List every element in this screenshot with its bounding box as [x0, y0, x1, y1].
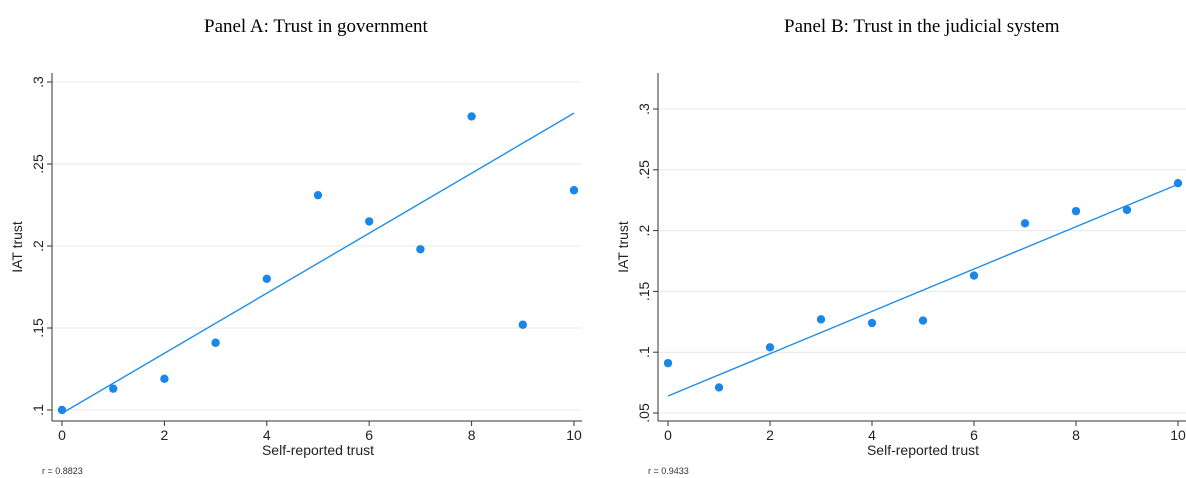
- x-tick-label: 0: [58, 427, 66, 443]
- data-point: [1071, 206, 1081, 216]
- x-tick-label: 2: [766, 427, 774, 443]
- data-point: [313, 190, 323, 200]
- x-tick-label: 4: [868, 427, 876, 443]
- correlation-note: r = 0.9433: [648, 466, 689, 476]
- x-tick-label: 10: [566, 427, 582, 443]
- x-tick-label: 2: [161, 427, 169, 443]
- x-tick-label: 4: [263, 427, 271, 443]
- data-point: [816, 315, 826, 324]
- data-point: [262, 274, 271, 283]
- y-tick-label: .1: [30, 404, 46, 416]
- data-point: [918, 316, 928, 325]
- correlation-note: r = 0.8823: [42, 466, 83, 476]
- data-point: [467, 112, 476, 121]
- x-tick-label: 0: [664, 427, 672, 443]
- data-point: [765, 343, 775, 352]
- y-axis-title: IAT trust: [9, 221, 25, 273]
- y-tick-label: .2: [30, 240, 46, 252]
- y-axis-title: IAT trust: [615, 221, 631, 273]
- data-point: [867, 318, 877, 328]
- fit-line: [61, 112, 575, 414]
- panel-a-title: Panel A: Trust in government: [204, 16, 428, 37]
- y-tick-label: .15: [30, 318, 46, 338]
- data-point: [1020, 219, 1030, 228]
- x-tick-label: 6: [970, 427, 978, 443]
- x-tick-label: 10: [1170, 427, 1186, 443]
- data-point: [109, 384, 118, 393]
- x-axis-title: Self-reported trust: [262, 442, 374, 458]
- x-tick-label: 6: [365, 427, 373, 443]
- panel-b-title: Panel B: Trust in the judicial system: [784, 16, 1060, 37]
- y-tick-label: .25: [636, 160, 652, 180]
- y-tick-label: .3: [30, 76, 46, 88]
- x-axis-title: Self-reported trust: [867, 442, 979, 458]
- y-tick-label: .15: [636, 281, 652, 301]
- data-point: [1173, 178, 1183, 188]
- data-point: [365, 217, 374, 226]
- data-point: [1122, 205, 1132, 215]
- x-tick-label: 8: [1072, 427, 1080, 443]
- fit-line: [667, 183, 1179, 397]
- y-tick-label: .05: [636, 403, 652, 423]
- panel-a-chart: .1 .15 .2 .25 .3 0 2 4 6 8 10 Self-reported trust IA…: [9, 73, 582, 476]
- y-tick-label: .2: [636, 225, 652, 237]
- panel-b-chart: .05 .1 .15 .2 .25 .3 0 2 4 6 8 10 Self-reported trus…: [615, 73, 1186, 476]
- data-point: [211, 338, 220, 347]
- data-point: [969, 271, 979, 280]
- data-point: [518, 320, 527, 329]
- data-point: [416, 245, 425, 254]
- data-point: [569, 186, 579, 195]
- data-point: [57, 405, 67, 415]
- y-tick-label: .25: [30, 154, 46, 174]
- y-tick-label: .1: [636, 346, 652, 358]
- data-point: [714, 383, 724, 392]
- data-point: [663, 358, 673, 368]
- data-point: [160, 374, 169, 384]
- x-tick-label: 8: [468, 427, 476, 443]
- y-tick-label: .3: [636, 103, 652, 115]
